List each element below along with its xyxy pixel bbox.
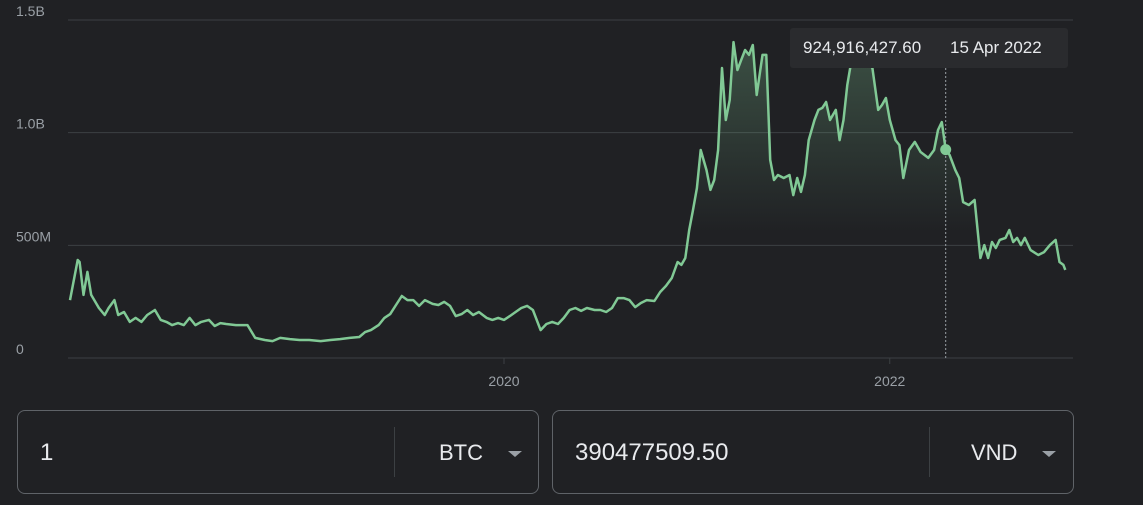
price-line <box>68 40 1067 343</box>
from-field[interactable]: 1 BTC <box>17 410 539 494</box>
dropdown-arrow[interactable] <box>1042 451 1056 457</box>
to-currency[interactable]: VND <box>971 440 1018 465</box>
dropdown-arrow[interactable] <box>508 451 522 457</box>
divider <box>394 427 395 477</box>
tooltip-value: 924,916,427.60 <box>803 38 921 57</box>
hover-dot <box>940 144 952 156</box>
y-tick-label: 1.0B <box>16 116 45 132</box>
y-tick-label: 1.5B <box>16 3 45 19</box>
to-amount[interactable]: 390477509.50 <box>575 439 729 466</box>
tooltip-box <box>790 28 1068 68</box>
x-tick-label: 2020 <box>488 373 519 389</box>
x-tick-label: 2022 <box>874 373 905 389</box>
chart: 0 500M 1.0B 1.5B 2020 2022 924,916,427.60 15 Ap… <box>16 3 1073 389</box>
divider <box>929 427 930 477</box>
from-amount[interactable]: 1 <box>40 439 54 466</box>
from-currency[interactable]: BTC <box>439 440 483 465</box>
to-field[interactable]: 390477509.50 VND <box>552 410 1074 494</box>
y-tick-label: 500M <box>16 228 51 244</box>
tooltip-date: 15 Apr 2022 <box>950 38 1042 57</box>
area-fill <box>70 42 1066 358</box>
y-tick-label: 0 <box>16 341 24 357</box>
